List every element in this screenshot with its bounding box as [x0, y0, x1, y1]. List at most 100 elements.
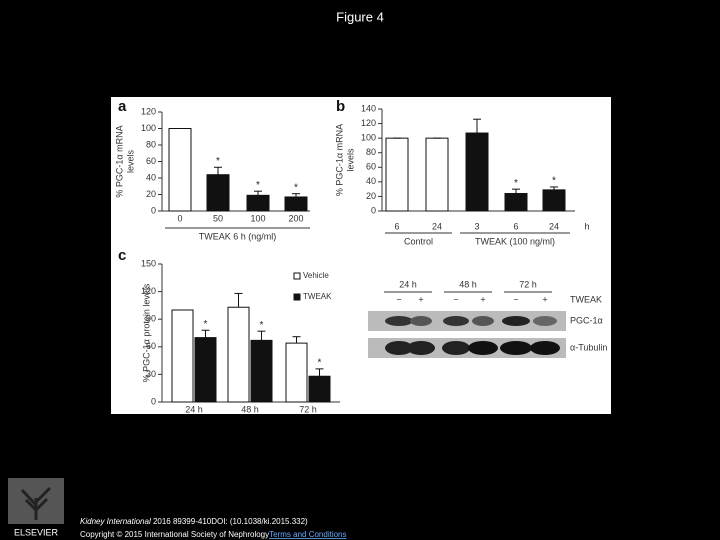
blot-treatment: −	[453, 294, 458, 304]
blot-treatment: +	[418, 294, 423, 304]
significance-marker: *	[294, 182, 298, 193]
blot-treatment: −	[396, 294, 401, 304]
blot-band	[385, 341, 413, 355]
x-tick-label: 6	[513, 221, 518, 231]
slide-title: Figure 4	[336, 9, 384, 24]
x-tick-label: 200	[288, 213, 303, 223]
blot-band	[502, 316, 530, 326]
blot-timepoint: 72 h	[519, 279, 537, 289]
y-tick-label: 40	[146, 172, 156, 182]
y-tick-label: 100	[361, 133, 376, 143]
bar	[206, 174, 230, 212]
logo: ELSEVIER	[8, 478, 64, 537]
blot-band	[442, 341, 470, 355]
panel-letter: c	[118, 247, 126, 264]
error-bar	[201, 329, 210, 338]
y-tick-label: 120	[141, 106, 156, 116]
blot-timepoint: 48 h	[459, 279, 477, 289]
x-tick-label: 6	[394, 221, 399, 231]
blot-timepoint: 24 h	[399, 279, 417, 289]
y-tick-label: 30	[146, 369, 156, 379]
y-axis-label: % PGC-1α protein levels	[141, 283, 151, 382]
blot-band	[410, 316, 432, 326]
blot-band	[443, 316, 469, 326]
significance-marker: *	[318, 358, 322, 369]
panel-letter: a	[118, 98, 127, 115]
y-axis-label: levels	[345, 148, 355, 172]
blot-treatment: +	[480, 294, 485, 304]
y-tick-label: 0	[151, 396, 156, 406]
bar	[168, 128, 192, 212]
x-tick-label: 100	[250, 213, 265, 223]
error-bar	[473, 118, 481, 134]
y-tick-label: 120	[361, 118, 376, 128]
x-tick-label: 0	[177, 213, 182, 223]
legend-label: TWEAK	[303, 292, 332, 301]
x-tick-label: 24	[549, 221, 559, 231]
y-tick-label: 100	[141, 123, 156, 133]
y-tick-label: 60	[366, 162, 376, 172]
copyright: Copyright © 2015 International Society o…	[80, 530, 269, 539]
citation: Kidney International 2016 89399-410DOI: …	[80, 517, 308, 526]
y-tick-label: 80	[146, 139, 156, 149]
terms-link[interactable]: Terms and Conditions	[269, 530, 346, 539]
y-tick-label: 90	[146, 314, 156, 324]
y-axis-label: % PGC-1α mRNA	[334, 124, 344, 196]
citation-text: 2016 89399-410DOI: (10.1038/ki.2015.332)	[151, 517, 308, 526]
legend-label: Vehicle	[303, 271, 329, 280]
significance-marker: *	[260, 320, 264, 331]
blot-row-label: α-Tubulin	[570, 342, 607, 352]
x-unit: h	[584, 221, 589, 231]
bar	[246, 194, 270, 212]
figure-panel	[111, 97, 611, 414]
y-tick-label: 40	[366, 176, 376, 186]
x-tick-label: 48 h	[241, 404, 259, 414]
panel-letter: b	[336, 98, 345, 115]
significance-marker: *	[256, 180, 260, 191]
bar	[227, 306, 250, 403]
bar	[308, 375, 331, 403]
x-axis-label: TWEAK 6 h (ng/ml)	[199, 231, 277, 241]
legend-swatch	[293, 293, 301, 301]
bar	[285, 342, 308, 403]
blot-band	[385, 316, 413, 326]
journal: Kidney International	[80, 517, 151, 526]
significance-marker: *	[552, 176, 556, 187]
y-axis-label: % PGC-1α mRNA	[114, 125, 124, 197]
bar	[284, 196, 308, 212]
y-tick-label: 140	[361, 103, 376, 113]
y-tick-label: 60	[146, 156, 156, 166]
y-tick-label: 0	[371, 205, 376, 215]
blot-treatment: −	[513, 294, 518, 304]
error-bar	[234, 292, 243, 308]
error-bar	[512, 188, 520, 194]
bar	[465, 132, 489, 212]
significance-marker: *	[514, 178, 518, 189]
significance-marker: *	[216, 156, 220, 167]
blot-band	[500, 341, 532, 355]
error-bar	[254, 190, 262, 196]
x-tick-label: 24	[432, 221, 442, 231]
blot-band	[407, 341, 435, 355]
x-tick-label: 3	[474, 221, 479, 231]
error-bar	[315, 368, 324, 377]
group-label: Control	[404, 236, 433, 246]
logo-branches	[20, 486, 52, 520]
y-tick-label: 60	[146, 341, 156, 351]
bar	[542, 189, 566, 212]
y-tick-label: 80	[366, 147, 376, 157]
error-bar	[292, 336, 301, 344]
group-label: TWEAK (100 ng/ml)	[475, 236, 555, 246]
bar	[250, 339, 273, 403]
y-tick-label: 0	[151, 205, 156, 215]
blot-row-label: PGC-1α	[570, 315, 603, 325]
bar	[385, 137, 409, 212]
copyright-line: Copyright © 2015 International Society o…	[80, 530, 347, 539]
bar	[425, 137, 449, 212]
blot-treatment: +	[542, 294, 547, 304]
bar	[171, 309, 194, 403]
error-bar	[292, 193, 300, 197]
y-axis-label: levels	[125, 149, 135, 173]
blot-band	[468, 341, 498, 355]
